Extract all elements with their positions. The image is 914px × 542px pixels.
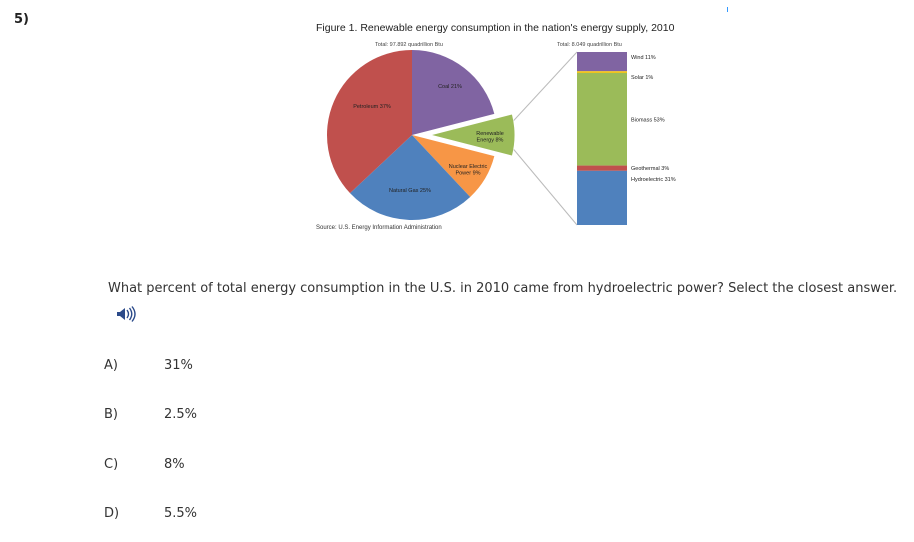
bar-label-hydroelectric: Hydroelectric 31% <box>631 177 676 183</box>
bar-segment-wind <box>577 52 627 72</box>
pie-slice-nuclear-electric-power <box>412 135 495 197</box>
pie-chart: Coal 21% Renewable Energy 8% Nuclear Electr… <box>326 50 516 220</box>
bar-segment-biomass <box>577 72 627 166</box>
bar-label-solar: Solar 1% <box>631 75 653 81</box>
option-letter: D) <box>104 506 120 521</box>
option-letter: B) <box>104 407 118 422</box>
answer-option-b[interactable]: B) 2.5% <box>104 407 197 422</box>
bar-label-geothermal: Geothermal 3% <box>631 166 669 172</box>
bar-total: Total: 8.049 quadrillion Btu <box>557 42 622 48</box>
answer-option-d[interactable]: D) 5.5% <box>104 506 197 521</box>
pie-total: Total: 97.892 quadrillion Btu <box>375 42 443 48</box>
pie-label-renewable-energy: Renewable Energy 8% <box>476 131 504 144</box>
pie-label-nuclear-electric-power: Nuclear Electric Power 9% <box>449 164 488 177</box>
figure-title: Figure 1. Renewable energy consumption i… <box>316 22 675 34</box>
figure-source: Source: U.S. Energy Information Administ… <box>316 225 442 231</box>
bar-segment-solar <box>577 71 627 73</box>
option-text: 8% <box>164 457 185 472</box>
marker <box>727 7 728 12</box>
bar-label-wind: Wind 11% <box>631 55 656 61</box>
energy-figure: Figure 1. Renewable energy consumption i… <box>316 22 676 231</box>
bar-segment-hydroelectric <box>577 170 627 225</box>
option-text: 2.5% <box>164 407 198 422</box>
pie-slice-renewable-energy <box>429 113 516 157</box>
pie-label-coal: Coal 21% <box>438 84 462 90</box>
speaker-audio-icon[interactable] <box>115 305 137 323</box>
option-text: 5.5% <box>164 506 198 521</box>
pie-label-natural-gas: Natural Gas 25% <box>389 188 431 194</box>
connector-line-bottom <box>513 149 578 226</box>
question-text: What percent of total energy consumption… <box>108 281 898 296</box>
stacked-bar: Wind 11% Solar 1% Biomass 53% Geothermal 3%… <box>513 51 676 226</box>
option-text: 31% <box>164 358 193 373</box>
pie-slice-petroleum <box>326 50 412 194</box>
bar-label-biomass: Biomass 53% <box>631 117 665 123</box>
pie-slice-coal <box>412 50 495 135</box>
answer-option-c[interactable]: C) 8% <box>104 457 185 472</box>
bar-segment-geothermal <box>577 165 627 171</box>
answer-option-a[interactable]: A) 31% <box>104 358 193 373</box>
pie-slice-natural-gas <box>350 135 471 220</box>
connector-line-top <box>513 51 578 121</box>
option-letter: C) <box>104 457 119 472</box>
question-number: 5) <box>14 12 29 27</box>
pie-label-petroleum: Petroleum 37% <box>353 104 391 110</box>
option-letter: A) <box>104 358 118 373</box>
